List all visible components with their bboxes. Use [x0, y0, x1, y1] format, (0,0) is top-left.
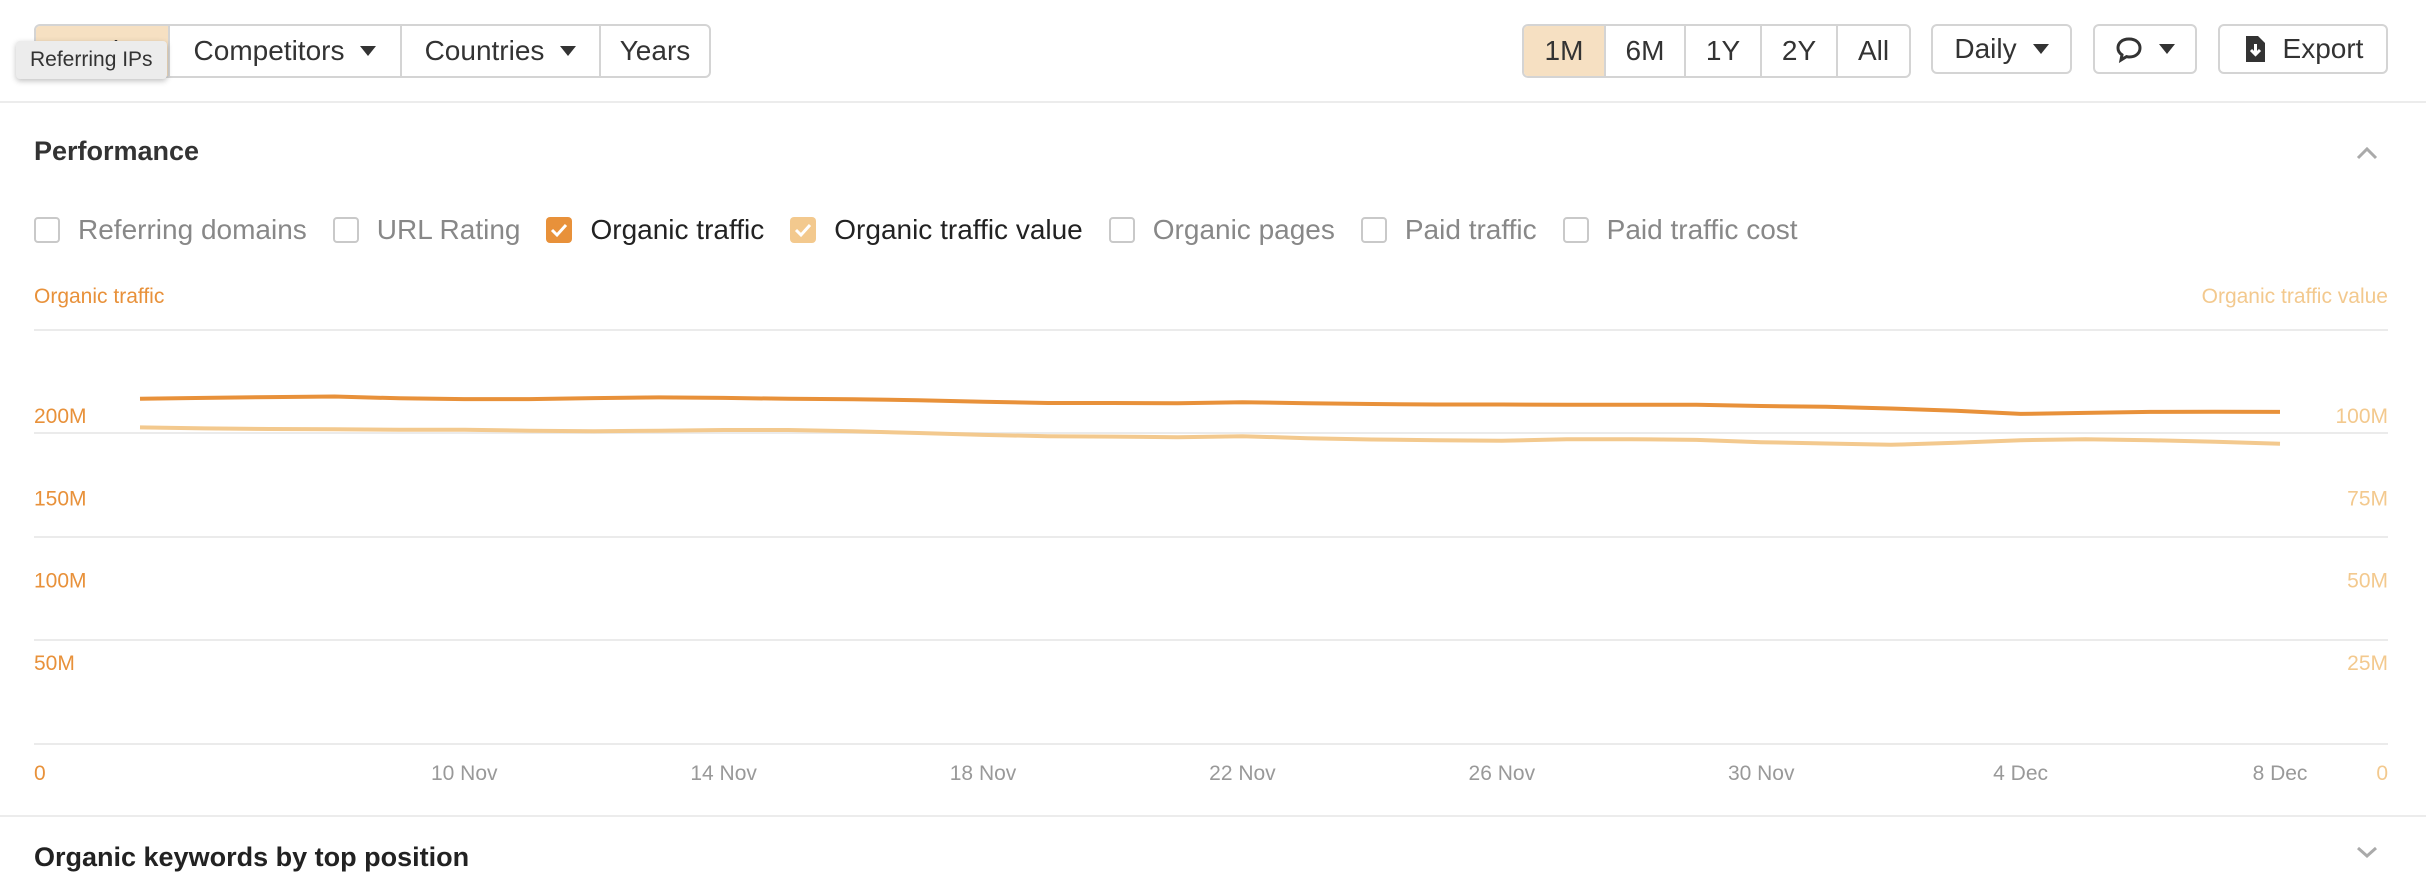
tooltip: Referring IPs	[16, 41, 167, 79]
chevron-down-icon	[2032, 44, 2049, 54]
metric-toggle-label: Organic pages	[1152, 214, 1335, 245]
checkbox-icon[interactable]	[1562, 217, 1589, 243]
annotation-dropdown[interactable]	[2093, 24, 2197, 74]
metric-toggle-organic-traffic-value[interactable]: Organic traffic value	[790, 214, 1083, 246]
x-tick-label: 10 Nov	[431, 762, 498, 785]
chevron-down-icon	[560, 46, 577, 56]
range-2y[interactable]: 2Y	[1762, 26, 1838, 76]
metric-toggle-paid-traffic[interactable]: Paid traffic	[1360, 214, 1537, 246]
range-6m[interactable]: 6M	[1606, 26, 1686, 76]
view-tab-years[interactable]: Years	[601, 26, 709, 76]
right-tick-label: 50M	[2347, 570, 2388, 593]
right-axis-title: Organic traffic value	[2202, 285, 2388, 308]
view-tab-label: Countries	[424, 35, 545, 66]
chevron-down-icon	[360, 46, 377, 56]
metric-toggle-organic-traffic[interactable]: Organic traffic	[546, 214, 764, 246]
x-tick-label: 18 Nov	[950, 762, 1017, 785]
right-tick-label: 0	[2376, 762, 2388, 785]
metric-toggle-label: Paid traffic cost	[1606, 214, 1798, 245]
x-tick-label: 26 Nov	[1469, 762, 1536, 785]
range-1m[interactable]: 1M	[1524, 26, 1606, 76]
right-tick-label: 25M	[2347, 652, 2388, 675]
series-line-organic-traffic-value	[139, 425, 2281, 447]
view-tab-competitors[interactable]: Competitors	[170, 26, 402, 76]
left-tick-label: 50M	[34, 652, 75, 675]
metric-toggles: Referring domains URL Rating Organic traff…	[34, 214, 1824, 246]
checkbox-icon[interactable]	[1360, 217, 1387, 243]
right-tick-label: 100M	[2335, 405, 2388, 428]
view-tab-countries[interactable]: Countries	[402, 26, 601, 76]
metric-toggle-url-rating[interactable]: URL Rating	[332, 214, 521, 246]
toolbar: MetricsCompetitorsCountriesYears Referri…	[0, 0, 2426, 103]
export-button[interactable]: Export	[2218, 24, 2388, 74]
metric-toggle-paid-traffic-cost[interactable]: Paid traffic cost	[1562, 214, 1798, 246]
checkbox-icon[interactable]	[1108, 217, 1135, 243]
interval-dropdown[interactable]: Daily	[1931, 24, 2072, 74]
section-divider	[0, 815, 2426, 817]
view-tab-label: Competitors	[193, 35, 345, 66]
series-line-organic-traffic	[139, 394, 2281, 416]
comment-icon	[2116, 37, 2142, 63]
metric-toggle-label: Organic traffic	[590, 214, 765, 245]
metric-toggle-label: Referring domains	[78, 214, 307, 245]
view-tab-label: Years	[619, 35, 691, 66]
range-1y[interactable]: 1Y	[1686, 26, 1762, 76]
left-tick-label: 150M	[34, 487, 87, 510]
checkbox-icon[interactable]	[34, 217, 60, 243]
metric-toggle-label: Organic traffic value	[834, 214, 1083, 245]
checkbox-checked-icon[interactable]	[546, 217, 573, 243]
left-tick-label: 0	[34, 762, 46, 785]
chevron-down-icon[interactable]	[2356, 846, 2378, 858]
checkbox-icon[interactable]	[332, 217, 359, 243]
x-tick-label: 30 Nov	[1728, 762, 1795, 785]
metric-toggle-label: URL Rating	[376, 214, 521, 245]
range-selector-group: 1M 6M 1Y 2Y All	[1522, 24, 1911, 78]
left-tick-label: 100M	[34, 570, 87, 593]
right-tick-label: 75M	[2347, 487, 2388, 510]
metric-toggle-organic-pages[interactable]: Organic pages	[1108, 214, 1335, 246]
metric-toggle-label: Paid traffic	[1404, 214, 1537, 245]
interval-label: Daily	[1954, 33, 2017, 64]
download-file-icon	[2245, 36, 2265, 62]
performance-chart: Organic traffic Organic traffic value 0 50M…	[34, 285, 2388, 785]
chevron-down-icon	[2159, 44, 2175, 54]
left-axis-title: Organic traffic	[34, 285, 164, 308]
left-tick-label: 200M	[34, 405, 87, 428]
panel-title: Performance	[34, 136, 200, 166]
x-tick-label: 14 Nov	[690, 762, 757, 785]
metric-toggle-referring-domains[interactable]: Referring domains	[34, 214, 307, 246]
range-all[interactable]: All	[1857, 35, 1890, 66]
export-label: Export	[2282, 33, 2364, 64]
x-tick-label: 8 Dec	[2253, 762, 2308, 785]
checkbox-checked-icon[interactable]	[790, 217, 817, 243]
x-tick-label: 22 Nov	[1209, 762, 1276, 785]
x-tick-label: 4 Dec	[1993, 762, 2048, 785]
chevron-up-icon[interactable]	[2356, 142, 2378, 164]
